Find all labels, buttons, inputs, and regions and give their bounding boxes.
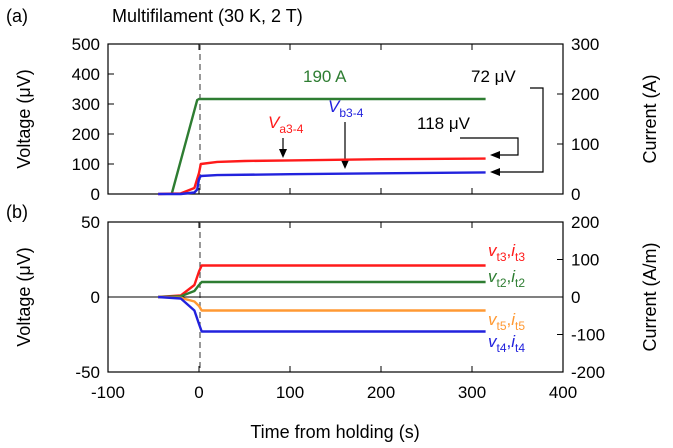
series-label-part: v [488, 241, 498, 260]
label-vb34: Vb3-4 [328, 97, 364, 120]
series-label-part: i [511, 310, 516, 329]
y-tick-label-right-b: -200 [571, 363, 605, 382]
series-line-b-vt2-it2 [158, 280, 486, 299]
arrowhead-vb34 [341, 160, 349, 169]
x-tick-label: 100 [276, 383, 304, 402]
series-label-part: t2 [497, 276, 507, 290]
series-label-part: i [511, 241, 516, 260]
x-tick-label: -100 [91, 383, 125, 402]
x-tick-label: 400 [549, 383, 577, 402]
series-label-part: i [511, 267, 516, 286]
ylabel-b-right: Current (A/m) [640, 242, 660, 351]
series-label-part: t4 [515, 341, 525, 355]
y-tick-label-left-a: 200 [72, 125, 100, 144]
label-118uV: 118 μV [417, 114, 471, 133]
y-tick-label-right-a: 100 [571, 135, 599, 154]
series-label-b-t2: vt2,it2 [488, 267, 525, 290]
arrow-118uV-shaft [460, 137, 519, 156]
series-lines [158, 97, 486, 333]
panel-a-frame [107, 43, 564, 195]
label-72uV: 72 μV [471, 67, 516, 86]
series-label-part: t3 [515, 250, 525, 264]
series-line-b-vt4-it4 [158, 295, 486, 333]
y-tick-label-left-a: 400 [72, 65, 100, 84]
series-label-part: t5 [497, 319, 507, 333]
y-tick-label-right-b: 0 [571, 288, 580, 307]
series-label-part: , [507, 267, 512, 286]
chart-title: Multifilament (30 K, 2 T) [112, 6, 303, 26]
ylabel-a-left: Voltage (μV) [14, 69, 34, 168]
x-tick-label: 0 [194, 383, 203, 402]
y-tick-label-right-a: 300 [571, 35, 599, 54]
arrowhead-118uV [490, 151, 500, 159]
series-label-part: v [488, 310, 498, 329]
series-line-b-vt5-it5 [158, 295, 486, 312]
arrowhead-va34 [279, 149, 287, 158]
arrowhead-72uV [490, 168, 500, 176]
series-label-part: v [488, 332, 498, 351]
series-label-part: t2 [515, 276, 525, 290]
annotation-arrows [282, 87, 544, 173]
arrow-72uV-shaft [500, 87, 544, 173]
x-tick-label: 300 [458, 383, 486, 402]
tick-marks: -100 0 100 200 300 40001002003004005000100200… [72, 35, 605, 402]
y-tick-label-left-b: -50 [75, 363, 100, 382]
ylabel-a-right: Current (A) [640, 74, 660, 163]
series-label-part: i [511, 332, 516, 351]
label-va34-sub: a3-4 [279, 122, 303, 136]
series-label-part: t3 [497, 250, 507, 264]
series-label-b-t5: vt5,it5 [488, 310, 525, 333]
series-label-b-t3: vt3,it3 [488, 241, 525, 264]
y-tick-label-right-b: 200 [571, 213, 599, 232]
y-tick-label-left-a: 500 [72, 35, 100, 54]
y-tick-label-left-b: 0 [91, 288, 100, 307]
label-va34-main: V [268, 113, 281, 132]
series-label-part: t4 [497, 341, 507, 355]
annotation-arrowheads [279, 149, 500, 176]
y-tick-label-right-a: 0 [571, 185, 580, 204]
y-tick-label-right-a: 200 [571, 85, 599, 104]
series-line-a-190-a [170, 97, 486, 195]
y-tick-label-right-b: 100 [571, 251, 599, 270]
x-tick-label: 200 [367, 383, 395, 402]
series-label-part: , [507, 241, 512, 260]
panel-a-label: (a) [6, 6, 28, 26]
series-label-part: t5 [515, 319, 525, 333]
xlabel: Time from holding (s) [250, 422, 419, 442]
panel-b-label: (b) [6, 202, 28, 222]
label-va34: Va3-4 [268, 113, 304, 136]
series-line-a-va3-4 [158, 157, 486, 196]
current-label-190A: 190 A [303, 67, 347, 86]
label-vb34-main: V [328, 97, 341, 116]
y-tick-label-right-b: -100 [571, 326, 605, 345]
y-tick-label-left-a: 0 [91, 185, 100, 204]
series-label-part: , [507, 310, 512, 329]
series-label-b-t4: vt4,it4 [488, 332, 525, 355]
ylabel-b-left: Voltage (μV) [14, 247, 34, 346]
y-tick-label-left-a: 300 [72, 95, 100, 114]
y-tick-label-left-b: 50 [81, 213, 100, 232]
series-label-part: , [507, 332, 512, 351]
series-line-a-vb3-4 [158, 171, 486, 196]
y-tick-label-left-a: 100 [72, 155, 100, 174]
series-label-part: v [488, 267, 498, 286]
label-vb34-sub: b3-4 [339, 106, 363, 120]
